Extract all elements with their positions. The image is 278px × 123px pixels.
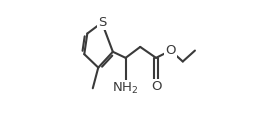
Text: NH$_2$: NH$_2$ <box>112 81 139 96</box>
Text: O: O <box>165 44 176 57</box>
Text: O: O <box>151 80 161 93</box>
Text: S: S <box>98 16 106 29</box>
